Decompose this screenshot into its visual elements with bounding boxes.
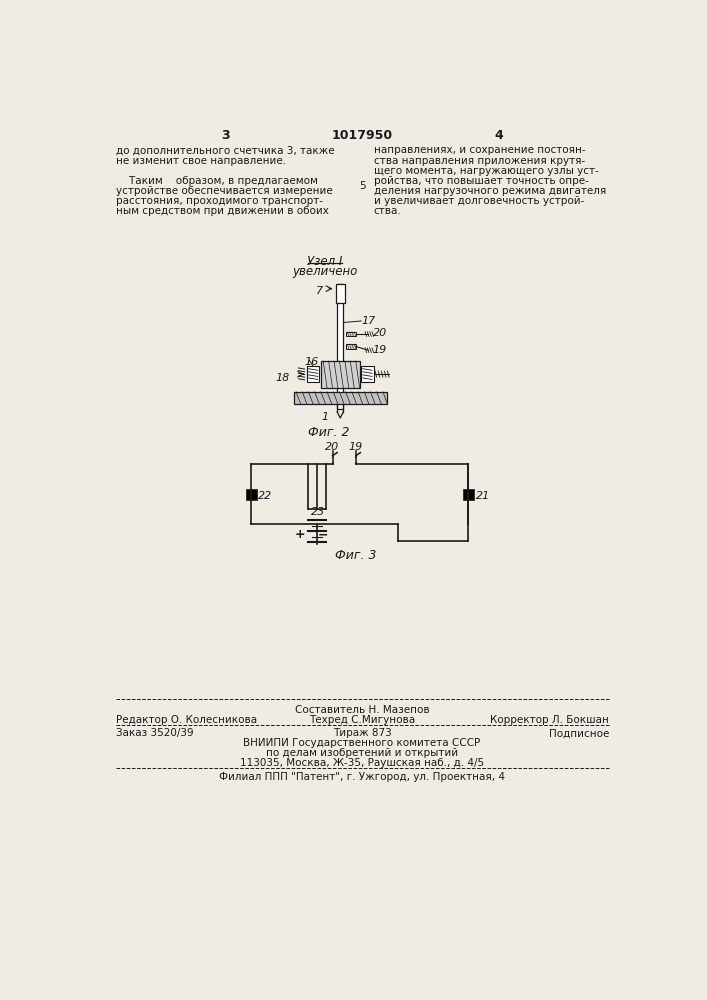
Text: Узел I: Узел I (307, 255, 342, 268)
Text: 20: 20 (325, 442, 339, 452)
Bar (337, 284, 344, 409)
Text: Заказ 3520/39: Заказ 3520/39 (115, 728, 193, 738)
Text: до дополнительного счетчика 3, также: до дополнительного счетчика 3, также (115, 145, 334, 155)
Text: ства направления приложения крутя-: ства направления приложения крутя- (373, 156, 585, 166)
Text: −: − (318, 528, 329, 541)
Text: 7: 7 (316, 286, 323, 296)
Text: и увеличивает долговечность устрой-: и увеличивает долговечность устрой- (373, 196, 584, 206)
Text: Филиал ППП "Патент", г. Ужгород, ул. Проектная, 4: Филиал ППП "Патент", г. Ужгород, ул. Про… (219, 772, 505, 782)
Text: 17: 17 (362, 316, 376, 326)
Text: Подписное: Подписное (549, 728, 609, 738)
Text: Составитель Н. Мазепов: Составитель Н. Мазепов (295, 705, 429, 715)
Text: 18: 18 (276, 373, 290, 383)
Text: Корректор Л. Бокшан: Корректор Л. Бокшан (490, 715, 609, 725)
Text: Фиг. 2: Фиг. 2 (308, 426, 349, 439)
Text: деления нагрузочного режима двигателя: деления нагрузочного режима двигателя (373, 186, 606, 196)
Text: расстояния, проходимого транспорт-: расстояния, проходимого транспорт- (115, 196, 322, 206)
Text: Фиг. 3: Фиг. 3 (335, 549, 377, 562)
Text: Редактор О. Колесникова: Редактор О. Колесникова (115, 715, 257, 725)
Bar (361, 366, 373, 382)
Text: ВНИИПИ Государственного комитета СССР: ВНИИПИ Государственного комитета СССР (243, 738, 481, 748)
Text: 16: 16 (305, 357, 319, 367)
Text: 1017950: 1017950 (332, 129, 392, 142)
Text: щего момента, нагружающего узлы уст-: щего момента, нагружающего узлы уст- (373, 166, 598, 176)
Text: 20: 20 (373, 328, 387, 338)
Text: не изменит свое направление.: не изменит свое направление. (115, 156, 286, 166)
Text: 5: 5 (359, 181, 366, 191)
Text: увеличено: увеличено (292, 265, 358, 278)
Text: 23: 23 (311, 507, 325, 517)
Bar (336, 284, 345, 303)
Text: Техред С.Мигунова: Техред С.Мигунова (309, 715, 415, 725)
Text: по делам изобретений и открытий: по делам изобретений и открытий (266, 748, 458, 758)
Bar (346, 332, 356, 336)
Text: устройстве обеспечивается измерение: устройстве обеспечивается измерение (115, 186, 332, 196)
Text: направлениях, и сохранение постоян-: направлениях, и сохранение постоян- (373, 145, 585, 155)
Text: +: + (295, 528, 305, 541)
Text: 3: 3 (221, 129, 230, 142)
Text: ства.: ства. (373, 206, 402, 216)
Text: ным средством при движении в обоих: ным средством при движении в обоих (115, 206, 328, 216)
Text: 1: 1 (322, 412, 329, 422)
Text: 113035, Москва, Ж-35, Раушская наб., д. 4/5: 113035, Москва, Ж-35, Раушская наб., д. … (240, 758, 484, 768)
Text: 4: 4 (495, 129, 503, 142)
Bar (321, 361, 360, 388)
Text: Таким    образом, в предлагаемом: Таким образом, в предлагаемом (115, 176, 317, 186)
Bar (293, 392, 387, 404)
Text: Тираж 873: Тираж 873 (332, 728, 392, 738)
Bar (462, 489, 474, 500)
Text: ройства, что повышает точность опре-: ройства, что повышает точность опре- (373, 176, 588, 186)
Text: 19: 19 (349, 442, 363, 452)
Text: 22: 22 (258, 491, 272, 501)
Text: 19: 19 (373, 345, 387, 355)
Bar (307, 366, 320, 382)
Text: 21: 21 (476, 491, 490, 501)
Bar (346, 344, 356, 349)
Bar (246, 489, 257, 500)
